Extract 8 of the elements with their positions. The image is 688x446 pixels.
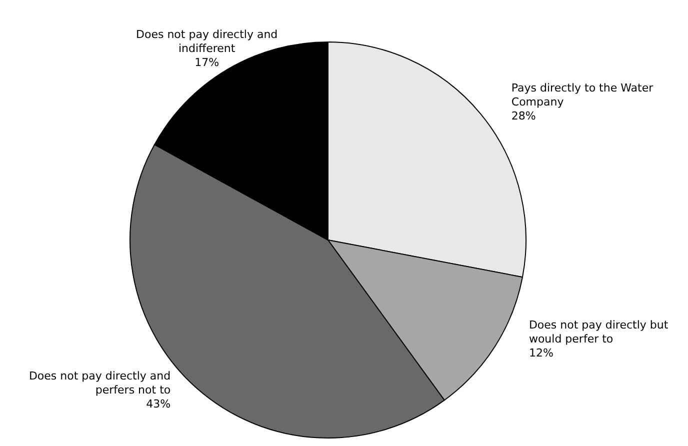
slice-label: Pays directly to the Water Company: [511, 81, 654, 108]
data-label: 28%: [511, 109, 536, 122]
data-label: 12%: [528, 346, 554, 360]
slice-label: Does not pay directly and perfers not to: [28, 370, 171, 397]
slice-label: Does not pay directly and indifferent: [136, 28, 278, 56]
slice-label: Does not pay directly but would perfer to: [528, 318, 669, 346]
data-label: 17%: [194, 56, 220, 70]
data-label: 43%: [146, 398, 171, 411]
